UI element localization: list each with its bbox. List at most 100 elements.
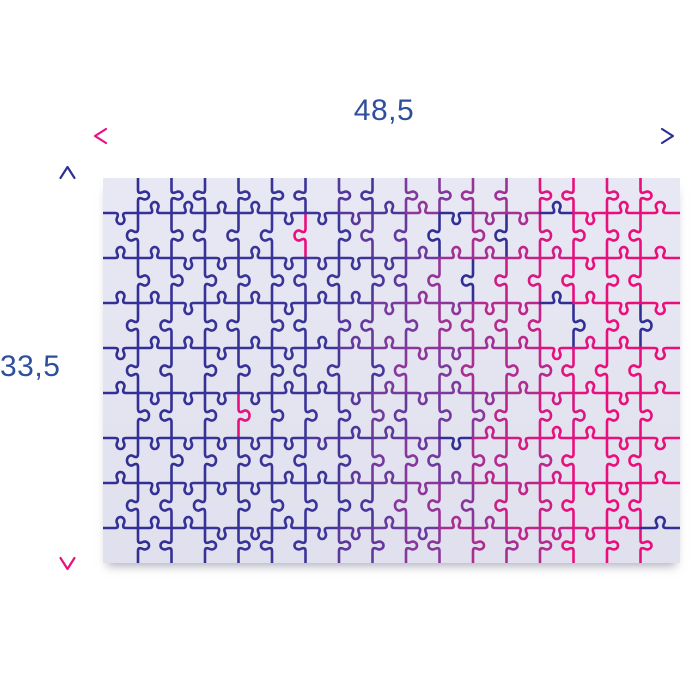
puzzle-piece-edge xyxy=(505,526,519,563)
puzzle-piece-edge xyxy=(605,436,620,485)
puzzle-piece-edge xyxy=(605,335,642,350)
puzzle-piece-edge xyxy=(360,481,374,530)
puzzle-piece-edge xyxy=(103,211,140,226)
puzzle-piece-edge xyxy=(304,436,341,451)
height-dimension-label: 33,5 xyxy=(0,350,61,383)
puzzle-piece-edge xyxy=(538,178,553,215)
puzzle-piece-edge xyxy=(304,481,318,530)
puzzle-piece-edge xyxy=(371,256,385,305)
puzzle-piece-edge xyxy=(505,380,542,395)
puzzle-piece-edge xyxy=(192,211,207,260)
puzzle-piece-edge xyxy=(259,211,274,260)
puzzle-piece-edge xyxy=(393,391,408,440)
puzzle-piece-edge xyxy=(337,301,352,350)
puzzle-piece-edge xyxy=(337,391,374,406)
puzzle-piece-edge xyxy=(226,211,240,260)
puzzle-piece-edge xyxy=(404,200,441,215)
puzzle-piece-edge xyxy=(136,481,173,496)
puzzle-piece-edge xyxy=(494,436,508,485)
puzzle-piece-edge xyxy=(404,178,419,215)
puzzle-piece-edge xyxy=(237,200,274,215)
puzzle-piece-edge xyxy=(371,515,408,530)
puzzle-piece-edge xyxy=(427,256,441,305)
puzzle-piece-edge xyxy=(125,301,140,350)
puzzle-piece-edge xyxy=(371,335,408,350)
puzzle-piece-edge xyxy=(237,391,251,440)
puzzle-piece-edge xyxy=(404,436,419,485)
jigsaw-pattern xyxy=(103,178,680,563)
puzzle-piece-edge xyxy=(538,391,575,406)
puzzle-piece-edge xyxy=(270,301,307,316)
puzzle-piece-edge xyxy=(304,526,341,541)
puzzle-piece-edge xyxy=(136,256,151,305)
puzzle-piece-edge xyxy=(270,436,307,451)
puzzle-piece-edge xyxy=(393,256,408,305)
puzzle-piece-edge xyxy=(136,290,173,305)
puzzle-piece-edge xyxy=(505,335,542,350)
puzzle-piece-edge xyxy=(203,346,218,395)
puzzle-piece-edge xyxy=(538,290,575,305)
puzzle-piece-edge xyxy=(270,256,307,271)
puzzle-piece-edge xyxy=(371,425,408,440)
puzzle-piece-edge xyxy=(203,256,240,271)
puzzle-piece-edge xyxy=(125,481,140,530)
puzzle-piece-edge xyxy=(293,301,307,350)
puzzle-piece-edge xyxy=(360,301,374,350)
puzzle-piece-edge xyxy=(505,481,542,496)
puzzle-piece-edge xyxy=(639,346,680,361)
puzzle-piece-edge xyxy=(605,211,620,260)
puzzle-piece-edge xyxy=(628,256,642,305)
puzzle-piece-edge xyxy=(136,245,173,260)
puzzle-piece-edge xyxy=(639,515,680,530)
puzzle-piece-edge xyxy=(136,526,151,563)
puzzle-piece-edge xyxy=(170,515,207,530)
puzzle-piece-edge xyxy=(371,301,408,316)
puzzle-piece-edge xyxy=(572,380,609,395)
puzzle-piece-edge xyxy=(337,425,374,440)
puzzle-piece-edge xyxy=(125,436,140,485)
puzzle-piece-edge xyxy=(494,301,508,350)
puzzle-piece-edge xyxy=(203,481,240,496)
puzzle-piece-edge xyxy=(237,256,251,305)
puzzle-piece-edge xyxy=(505,436,542,451)
puzzle-piece-edge xyxy=(237,481,251,530)
puzzle-piece-edge xyxy=(393,346,408,395)
puzzle-piece-edge xyxy=(438,391,452,440)
puzzle-piece-edge xyxy=(572,481,609,496)
puzzle-piece-edge xyxy=(159,346,173,395)
puzzle-piece-edge xyxy=(337,256,374,271)
puzzle-piece-edge xyxy=(561,436,575,485)
puzzle-piece-edge xyxy=(605,301,642,316)
puzzle-piece-edge xyxy=(203,436,240,451)
puzzle-piece-edge xyxy=(259,526,274,563)
puzzle-piece-edge xyxy=(337,391,352,440)
puzzle-piece-edge xyxy=(605,526,620,563)
puzzle-piece-edge xyxy=(639,391,653,440)
puzzle-piece-edge xyxy=(427,436,441,485)
puzzle-piece-edge xyxy=(605,200,642,215)
puzzle-piece-edge xyxy=(393,481,408,530)
puzzle-piece-edge xyxy=(304,211,341,226)
puzzle-piece-edge xyxy=(293,436,307,485)
puzzle-piece-edge xyxy=(170,256,184,305)
puzzle-piece-edge xyxy=(159,301,173,350)
puzzle-piece-edge xyxy=(360,178,374,215)
puzzle-piece-edge xyxy=(605,436,642,451)
puzzle-piece-edge xyxy=(438,301,452,350)
puzzle-piece-edge xyxy=(572,425,609,440)
arrowhead-left-icon xyxy=(93,127,108,145)
puzzle-piece-edge xyxy=(192,178,207,215)
height-dimension-arrow xyxy=(59,165,76,571)
puzzle-piece-edge xyxy=(471,211,508,226)
puzzle-piece-edge xyxy=(136,391,173,406)
puzzle-piece-edge xyxy=(628,436,642,485)
puzzle-piece-edge xyxy=(538,425,575,440)
puzzle-piece-edge xyxy=(572,211,609,226)
puzzle-piece-edge xyxy=(471,515,508,530)
puzzle-piece-edge xyxy=(270,346,285,395)
puzzle-piece-edge xyxy=(538,346,553,395)
puzzle-piece-edge xyxy=(471,391,486,440)
puzzle-piece-edge xyxy=(136,515,173,530)
puzzle-piece-edge xyxy=(337,481,352,530)
puzzle-piece-edge xyxy=(605,481,642,496)
